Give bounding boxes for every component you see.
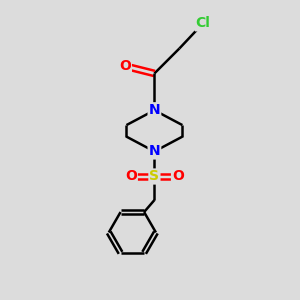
Text: O: O (125, 169, 137, 184)
Text: O: O (119, 59, 131, 73)
Text: N: N (148, 145, 160, 158)
Text: Cl: Cl (196, 16, 210, 30)
Text: O: O (172, 169, 184, 184)
Text: N: N (148, 103, 160, 117)
Text: S: S (149, 169, 159, 184)
